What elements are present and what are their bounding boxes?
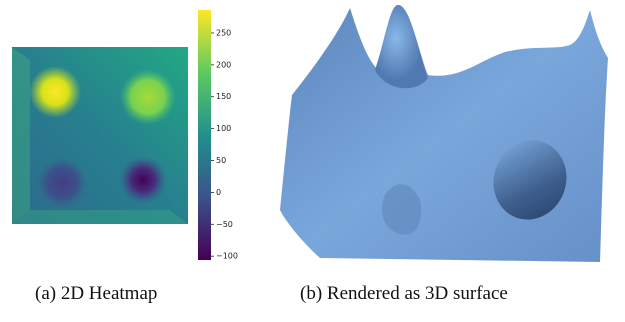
tick-label: −100 [216,252,238,261]
figure: −100 −50 0 50 100 150 200 250 (a) 2D Heatmap (b… [0,0,625,322]
tick-label: 0 [216,188,221,197]
tick-label: 100 [216,124,231,133]
surface-render [280,5,608,262]
caption: (a) 2D Heatmap [35,283,157,305]
tick-label: −50 [216,220,233,229]
colorbar-ticks: −100 −50 0 50 100 150 200 250 [211,28,238,260]
colorbar [198,10,211,260]
heatmap [12,47,188,224]
tick-label: 200 [216,60,231,69]
tick-label: 250 [216,28,231,37]
tick-label: 50 [216,156,226,165]
figure-graphics: −100 −50 0 50 100 150 200 250 [0,0,625,322]
tick-label: 150 [216,92,231,101]
caption: (b) Rendered as 3D surface [300,283,508,305]
